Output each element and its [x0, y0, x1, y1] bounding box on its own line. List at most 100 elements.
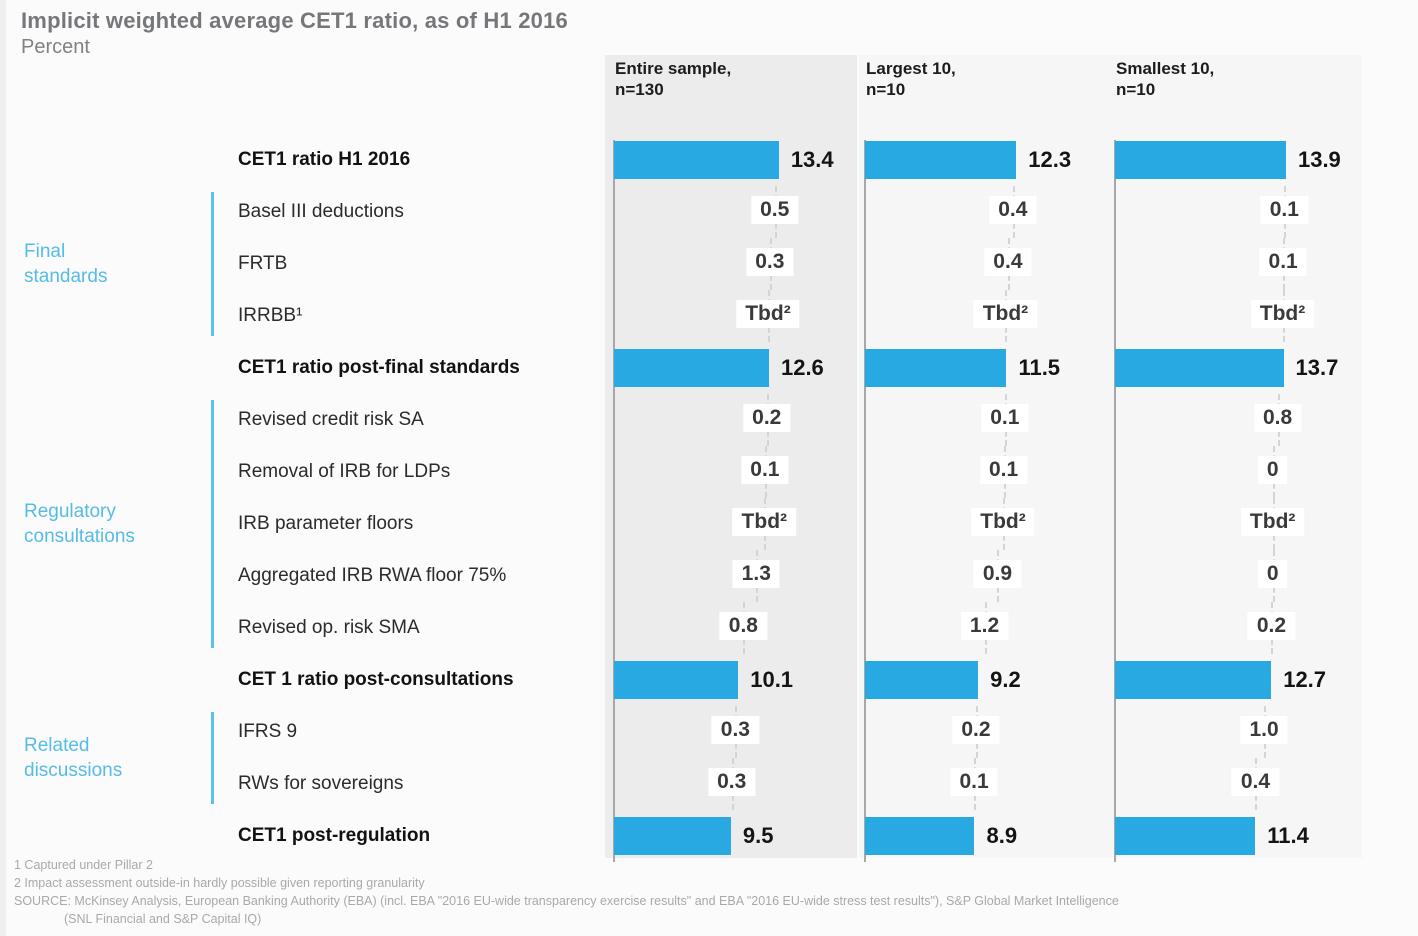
column-header-line1: Entire sample,: [615, 59, 732, 78]
bar-value: 12.7: [1283, 667, 1327, 692]
column-header-line1: Smallest 10,: [1116, 59, 1215, 78]
group-bracket: [211, 192, 214, 336]
row-label: CET1 ratio H1 2016: [238, 149, 411, 170]
delta-value: 0.4: [984, 248, 1032, 276]
delta-value: 1.3: [732, 560, 780, 588]
row-label: RWs for sovereigns: [238, 773, 404, 794]
group-label-line2: standards: [24, 266, 108, 287]
group-label-line1: Related: [24, 735, 90, 756]
group-label-line2: consultations: [24, 526, 135, 547]
delta-value: 0.9: [973, 560, 1022, 588]
waterfall-bar: [614, 817, 731, 855]
delta-value: 0.2: [1247, 612, 1296, 640]
column-header: Entire sample, n=130: [615, 58, 731, 100]
delta-value: 0.1: [741, 456, 789, 484]
column-header-line2: n=130: [615, 80, 664, 99]
delta-value: 0.5: [751, 196, 799, 224]
group-label: Related discussions: [24, 733, 209, 783]
delta-value: Tbd²: [732, 508, 797, 536]
source-line-2: (SNL Financial and S&P Capital IQ): [64, 912, 262, 926]
delta-value: 0: [1257, 456, 1288, 484]
delta-value: 0.4: [1231, 768, 1280, 796]
column-header: Largest 10, n=10: [866, 58, 956, 100]
row-label: Aggregated IRB RWA floor 75%: [238, 565, 507, 586]
bar-value: 13.4: [790, 147, 834, 172]
row-label: Revised credit risk SA: [238, 409, 424, 430]
bar-value: 10.1: [750, 667, 794, 692]
bar-value: 12.6: [780, 355, 824, 380]
group-label: Final standards: [24, 239, 209, 289]
delta-value: 0.1: [1259, 248, 1307, 276]
bar-value: 13.9: [1297, 147, 1341, 172]
delta-value: Tbd²: [736, 300, 800, 328]
source-line: SOURCE: McKinsey Analysis, European Bank…: [14, 894, 1119, 908]
waterfall-bar: [865, 141, 1017, 179]
group-label-line1: Final: [24, 241, 66, 262]
column-header-line1: Largest 10,: [866, 59, 956, 78]
column-header: Smallest 10, n=10: [1116, 58, 1214, 100]
group-bracket: [211, 712, 214, 804]
waterfall-bar: [614, 141, 779, 179]
group-label-line2: discussions: [24, 760, 123, 781]
row-label: Removal of IRB for LDPs: [238, 461, 451, 482]
column-axis: [613, 140, 615, 862]
delta-value: 0.1: [979, 456, 1028, 484]
waterfall-bar: [1115, 817, 1256, 855]
delta-value: 0.3: [711, 716, 759, 744]
page-title: Implicit weighted average CET1 ratio, as…: [21, 8, 568, 33]
delta-value: 0.2: [743, 404, 791, 432]
delta-value: 0.1: [950, 768, 998, 796]
delta-value: 1.2: [960, 612, 1009, 640]
footnote-2: 2 Impact assessment outside-in hardly po…: [14, 876, 425, 890]
row-label: Revised op. risk SMA: [238, 617, 420, 638]
delta-value: Tbd²: [1250, 300, 1315, 328]
waterfall-bar: [1115, 349, 1284, 387]
row-label: FRTB: [238, 253, 288, 274]
bar-value: 9.5: [742, 823, 774, 848]
waterfall-bar: [614, 349, 769, 387]
delta-value: 0.4: [989, 196, 1037, 224]
delta-value: Tbd²: [971, 508, 1035, 536]
row-label: IRB parameter floors: [238, 513, 414, 534]
group-bracket: [211, 400, 214, 648]
footnote-1: 1 Captured under Pillar 2: [14, 858, 153, 872]
row-label: IRRBB¹: [238, 305, 303, 326]
delta-value: 0.1: [981, 404, 1029, 432]
delta-value: Tbd²: [1240, 508, 1305, 536]
waterfall-bar: [1115, 141, 1286, 179]
column-axis: [1114, 140, 1116, 862]
waterfall-bar: [614, 661, 739, 699]
column-header-line2: n=10: [1116, 80, 1156, 99]
delta-value: 0.3: [708, 768, 756, 796]
waterfall-bar: [865, 817, 975, 855]
bar-value: 13.7: [1295, 355, 1339, 380]
waterfall-chart: Entire sample, n=130 Largest 10, n=10 Smalle…: [6, 0, 1418, 936]
bar-value: 11.4: [1267, 823, 1309, 848]
delta-value: 0: [1257, 560, 1288, 588]
delta-value: Tbd²: [973, 300, 1038, 328]
row-label: IFRS 9: [238, 721, 298, 742]
row-label: CET1 ratio post-final standards: [238, 357, 520, 378]
row-label: CET 1 ratio post-consultations: [238, 669, 514, 690]
waterfall-bar: [1115, 661, 1272, 699]
bar-value: 12.3: [1028, 147, 1072, 172]
delta-value: 1.0: [1240, 716, 1288, 744]
delta-value: 0.2: [952, 716, 1000, 744]
bar-value: 8.9: [986, 823, 1018, 848]
bar-value: 9.2: [990, 667, 1021, 692]
row-label: CET1 post-regulation: [238, 825, 431, 846]
delta-value: 0.8: [1253, 404, 1302, 432]
waterfall-bar: [865, 661, 979, 699]
delta-value: 0.8: [719, 612, 767, 640]
row-label: Basel III deductions: [238, 201, 404, 222]
page-subtitle: Percent: [21, 36, 90, 58]
column-header-line2: n=10: [866, 80, 906, 99]
footnotes: 1 Captured under Pillar 2 2 Impact asses…: [14, 856, 1414, 928]
bar-value: 11.5: [1018, 355, 1061, 380]
delta-value: 0.1: [1260, 196, 1308, 224]
group-label: Regulatory consultations: [24, 499, 209, 549]
column-axis: [864, 140, 866, 862]
title-block: Implicit weighted average CET1 ratio, as…: [21, 8, 568, 59]
column-band: [1110, 55, 1362, 858]
